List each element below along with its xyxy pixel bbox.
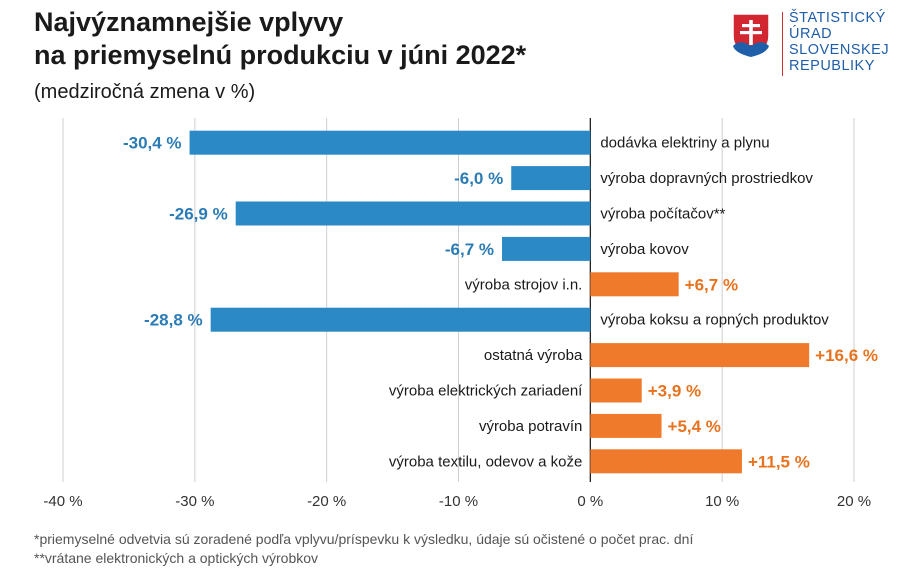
data-label: +16,6 %: [815, 346, 878, 365]
bar: [511, 166, 591, 191]
statistical-office-logo: ŠTATISTICKÝ ÚRAD SLOVENSKEJ REPUBLIKY: [731, 10, 911, 80]
chart-subtitle: (medziročná zmena v %): [34, 81, 256, 103]
data-label: -6,0 %: [454, 169, 503, 188]
bar: [590, 343, 810, 368]
category-label: dodávka elektriny a plynu: [600, 135, 769, 152]
footnote-1: *priemyselné odvetvia sú zoradené podľa …: [34, 531, 694, 547]
data-label: -30,4 %: [123, 134, 182, 153]
category-label: výroba textilu, odevov a kože: [389, 453, 582, 470]
x-axis-ticks: -40 % -30 % -20 % -10 % 0 % 10 % 20 %: [43, 493, 871, 510]
chart-title-line-2: na priemyselnú produkciu v júni 2022*: [34, 40, 527, 70]
x-tick-label: -40 %: [43, 493, 82, 510]
data-label: -28,8 %: [144, 311, 203, 330]
category-label: výroba počítačov**: [600, 206, 725, 223]
category-label: výroba elektrických zariadení: [389, 383, 583, 400]
bar: [210, 307, 591, 332]
category-label: ostatná výroba: [484, 347, 583, 364]
bar: [590, 272, 679, 297]
data-label: +3,9 %: [648, 382, 701, 401]
logo-line: ŠTATISTICKÝ: [789, 10, 886, 26]
chart-title-line-1: Najvýznamnejšie vplyvy: [34, 7, 344, 37]
data-label: -26,9 %: [169, 205, 228, 224]
bar: [590, 378, 642, 403]
logo-text: ŠTATISTICKÝ ÚRAD SLOVENSKEJ REPUBLIKY: [789, 10, 889, 74]
bar: [590, 449, 742, 474]
bar: [189, 130, 591, 155]
footnotes: *priemyselné odvetvia sú zoradené podľa …: [34, 530, 693, 568]
bar: [235, 201, 591, 226]
logo-line: ÚRAD: [789, 26, 833, 42]
logo-divider: [782, 12, 783, 76]
chart-title: Najvýznamnejšie vplyvy na priemyselnú pr…: [34, 6, 674, 72]
category-label: výroba dopravných prostriedkov: [600, 170, 813, 187]
category-label: výroba potravín: [479, 418, 582, 435]
labels: dodávka elektriny a plynu -30,4 % výroba d…: [123, 134, 878, 472]
bar: [502, 236, 591, 261]
x-tick-label: 0 %: [577, 493, 603, 510]
category-label: výroba kovov: [600, 241, 689, 258]
data-label: -6,7 %: [445, 240, 494, 259]
data-label: +11,5 %: [748, 452, 810, 471]
x-tick-label: 10 %: [705, 493, 739, 510]
x-tick-label: 20 %: [837, 493, 871, 510]
x-tick-label: -20 %: [307, 493, 346, 510]
data-label: +5,4 %: [668, 417, 721, 436]
bar: [590, 413, 662, 438]
x-tick-label: -30 %: [175, 493, 214, 510]
logo-line: SLOVENSKEJ: [789, 42, 890, 58]
slovak-coat-of-arms-icon: [732, 13, 770, 58]
category-label: výroba koksu a ropných produktov: [600, 312, 829, 329]
logo-line: REPUBLIKY: [789, 58, 875, 74]
x-tick-label: -10 %: [439, 493, 478, 510]
bars: [189, 130, 810, 474]
footnote-2: **vrátane elektronických a optických výr…: [34, 550, 319, 566]
category-label: výroba strojov i.n.: [465, 276, 583, 293]
data-label: +6,7 %: [685, 275, 738, 294]
